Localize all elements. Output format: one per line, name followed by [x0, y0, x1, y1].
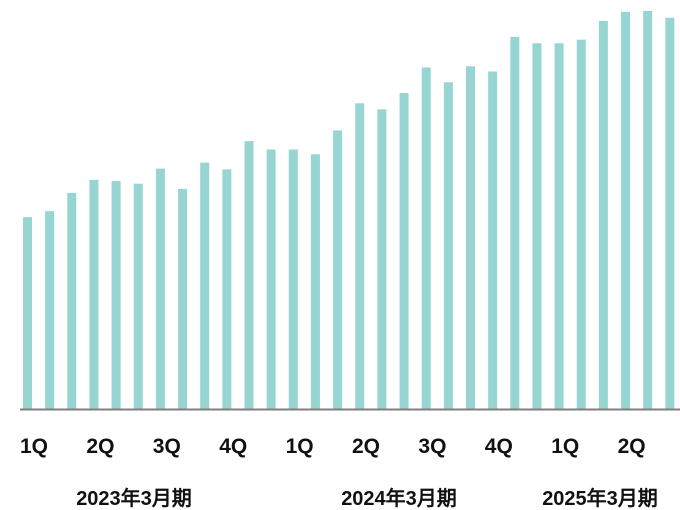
quarter-tick-label: 1Q	[20, 435, 48, 458]
quarter-tick-label: 1Q	[286, 435, 314, 458]
quarter-tick-label: 2Q	[352, 435, 380, 458]
bar-29	[665, 17, 675, 410]
quarter-tick-label: 3Q	[418, 435, 446, 458]
fiscal-year-label: 2024年3月期	[341, 486, 457, 510]
bar-16	[377, 109, 387, 409]
bar-5	[133, 183, 143, 409]
bar-10	[244, 141, 254, 409]
bar-27	[621, 11, 631, 410]
bar-14	[333, 130, 343, 409]
bar-17	[399, 92, 409, 410]
bars-group	[23, 11, 675, 410]
bar-18	[421, 67, 431, 410]
fiscal-year-label: 2025年3月期	[542, 486, 658, 510]
bar-8	[200, 162, 210, 409]
bar-13	[310, 154, 320, 409]
fiscal-year-label: 2023年3月期	[76, 486, 192, 510]
bar-26	[598, 20, 608, 409]
bar-4	[111, 180, 121, 409]
quarter-tick-label: 2Q	[618, 435, 646, 458]
bar-15	[355, 103, 365, 409]
bar-21	[488, 71, 498, 409]
quarter-tick-label: 3Q	[153, 435, 181, 458]
bar-19	[443, 82, 453, 410]
bar-1	[45, 211, 55, 409]
bar-7	[178, 188, 188, 409]
quarter-tick-label: 1Q	[551, 435, 579, 458]
bar-25	[576, 39, 586, 409]
bar-24	[554, 43, 564, 410]
bar-23	[532, 43, 542, 410]
bar-11	[266, 149, 276, 409]
bar-22	[510, 36, 520, 410]
bar-9	[222, 169, 232, 409]
bar-2	[67, 192, 77, 409]
bar-0	[23, 217, 32, 409]
bar-3	[89, 179, 99, 409]
bar-20	[466, 66, 475, 409]
quarter-tick-label: 2Q	[86, 435, 114, 458]
bar-28	[643, 11, 653, 409]
bar-12	[288, 149, 298, 409]
quarter-tick-label: 4Q	[219, 435, 247, 458]
quarter-tick-label: 4Q	[485, 435, 513, 458]
bar-6	[155, 168, 165, 409]
quarter-labels-group: 1Q 2Q 3Q 4Q 1Q 2Q 3Q 4Q 1Q 2Q	[20, 435, 646, 458]
fiscal-year-labels-group: 2023年3月期 2024年3月期 2025年3月期	[76, 486, 658, 510]
